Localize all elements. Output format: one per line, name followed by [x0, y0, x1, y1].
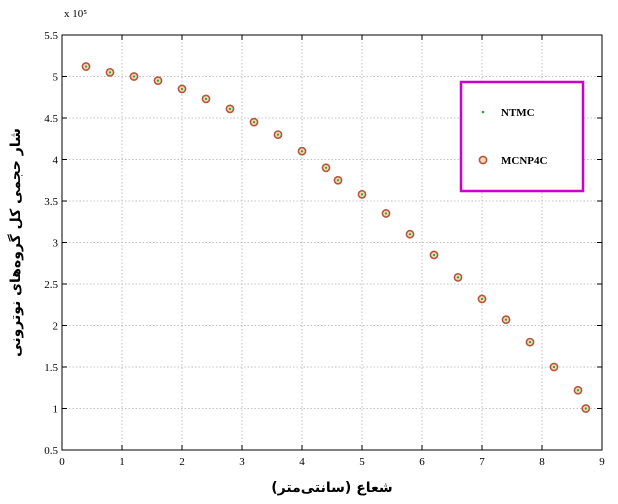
x-tick-label: 9 — [599, 456, 605, 468]
ntmc-point — [432, 253, 436, 257]
ntmc-point — [300, 150, 304, 153]
ntmc-point — [324, 166, 328, 169]
legend-marker-mcnp4c — [478, 155, 488, 165]
y-tick-label: 1 — [53, 404, 59, 416]
grid — [62, 35, 602, 450]
ntmc-point — [132, 75, 136, 78]
ntmc-point — [360, 193, 364, 196]
ntmc-point — [180, 87, 184, 91]
ntmc-point — [456, 276, 460, 279]
y-tick-label: 1.5 — [44, 362, 58, 374]
y-tick-label: 5 — [53, 72, 59, 84]
y-tick-label: 0.5 — [44, 445, 58, 457]
legend-label-ntmc: NTMC — [501, 107, 535, 119]
y-tick-label: 4.5 — [44, 113, 58, 125]
x-tick-label: 3 — [239, 456, 245, 468]
ntmc-point — [384, 212, 388, 215]
x-tick-label: 7 — [479, 456, 485, 468]
ntmc-point — [552, 365, 556, 369]
ntmc-point — [576, 389, 580, 392]
x-tick-label: 5 — [359, 456, 365, 468]
ntmc-point — [336, 179, 340, 182]
x-tick-label: 6 — [419, 456, 425, 468]
y-tick-label: 5.5 — [44, 30, 58, 42]
legend-marker-ntmc — [481, 110, 485, 114]
y-tick-label: 4 — [53, 155, 59, 167]
series-layer — [81, 62, 591, 413]
x-tick-label: 8 — [539, 456, 545, 468]
ntmc-point — [504, 318, 508, 321]
legend-label-mcnp4c: MCNP4C — [501, 155, 547, 167]
ntmc-point — [108, 71, 112, 74]
y-axis-title: شار حجمی کل گروه‌های نوترونی — [7, 128, 24, 357]
ntmc-point — [276, 133, 280, 136]
x-tick-label: 1 — [119, 456, 125, 468]
ntmc-point — [204, 97, 208, 101]
legend-box — [459, 80, 585, 193]
ntmc-point — [584, 407, 587, 410]
y-axis-multiplier: x 10⁵ — [64, 8, 87, 20]
y-tick-label: 3.5 — [44, 196, 58, 208]
ntmc-point — [84, 65, 88, 68]
x-tick-label: 0 — [59, 456, 65, 468]
ntmc-point — [156, 79, 160, 82]
ntmc-point — [252, 121, 256, 124]
x-axis-title: شعاع (سانتی‌متر) — [271, 480, 392, 496]
ntmc-point — [408, 233, 412, 236]
y-tick-label: 2.5 — [44, 279, 58, 291]
axis-ticks: 0 1 2 3 4 5 6 7 8 9 0.5 1 1.5 2 2.5 3 3.5 4 4.5 5 5.5 — [44, 30, 605, 468]
y-tick-label: 3 — [53, 238, 59, 250]
ntmc-point — [228, 107, 232, 110]
legend: NTMC MCNP4C — [459, 80, 585, 193]
x-tick-label: 4 — [299, 456, 305, 468]
ntmc-point — [480, 297, 484, 301]
y-tick-label: 2 — [53, 321, 59, 333]
ntmc-point — [528, 341, 532, 344]
x-tick-label: 2 — [179, 456, 185, 468]
